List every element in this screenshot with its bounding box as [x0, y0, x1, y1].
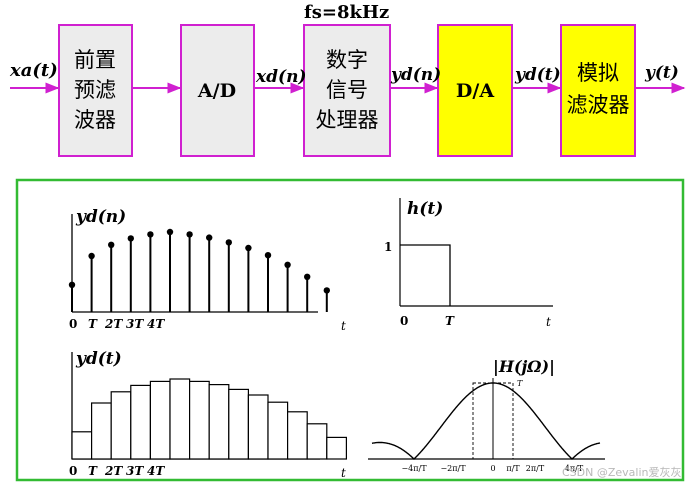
impulse-xlabel: t [546, 315, 551, 329]
block-prefilter-line-3: 波器 [74, 108, 116, 132]
block-dsp-line-1: 数字 [326, 48, 368, 72]
block-prefilter [58, 24, 133, 157]
stem-dot-11 [284, 261, 291, 268]
signal-dsp-out-label: yd(n) [390, 65, 441, 85]
stem-dot-10 [264, 252, 272, 259]
staircase-tick-1: T [88, 464, 98, 478]
block-dsp-line-3: 处理器 [316, 108, 379, 132]
stem-dot-5 [166, 228, 174, 236]
impulse-ytick: 1 [384, 240, 392, 254]
stair-bar-4 [149, 380, 171, 460]
block-analog-filter-line-2: 滤波器 [567, 93, 630, 117]
stair-bar-6 [189, 380, 210, 460]
frequency-plot: |H(jΩ)| T −4π/T −2π/T 0 π/T 2π/T 4π/T [368, 357, 605, 473]
stem-dot-2 [108, 241, 115, 248]
signal-input-label: xa(t) [9, 60, 58, 81]
signal-ad-out-label: xd(n) [255, 67, 306, 87]
frequency-tick-p4: 4π/T [565, 464, 584, 473]
block-ad-label: A/D [197, 80, 236, 102]
discrete-ylabel: yd(n) [75, 207, 126, 227]
stem-dot-0 [68, 281, 76, 288]
staircase-tick-0: 0 [69, 464, 77, 478]
discrete-stems [68, 228, 330, 312]
discrete-tick-1: T [88, 317, 98, 331]
impulse-tick-0: 0 [400, 314, 408, 328]
discrete-tick-2: 2T [104, 317, 123, 331]
block-dsp-line-2: 信号 [326, 78, 368, 102]
staircase-tick-4: 4T [147, 464, 165, 478]
block-dsp [303, 24, 391, 157]
block-da-label: D/A [456, 80, 494, 102]
impulse-ylabel: h(t) [407, 199, 443, 219]
frequency-tick-p2: 2π/T [526, 464, 545, 473]
discrete-xlabel: t [341, 319, 346, 333]
staircase-xlabel: t [341, 466, 346, 480]
stem-dot-9 [245, 244, 252, 252]
discrete-plot: yd(n) t 0 T 2T 3T 4T [68, 207, 346, 333]
stair-bar-9 [247, 394, 269, 460]
stair-bar-7 [208, 384, 230, 460]
signal-da-out-label: yd(t) [514, 65, 561, 85]
stair-bar-8 [228, 388, 250, 460]
frequency-sinc-curve [371, 382, 601, 460]
signal-output-label: y(t) [644, 63, 679, 83]
staircase-ylabel: yd(t) [75, 349, 122, 369]
discrete-tick-3: 3T [126, 317, 144, 331]
staircase-tick-3: 3T [126, 464, 144, 478]
frequency-tick-m2: −2π/T [440, 464, 466, 473]
block-da [437, 24, 513, 157]
frequency-tick-p1: π/T [506, 464, 520, 473]
staircase-plot: yd(t) t 0 T 2T 3T 4T [69, 349, 347, 480]
stem-dot-3 [127, 235, 134, 242]
stair-bar-5 [169, 378, 191, 460]
discrete-tick-0: 0 [69, 317, 77, 331]
block-prefilter-line-2: 预滤 [74, 78, 116, 102]
block-analog-filter-line-1: 模拟 [577, 61, 619, 85]
stem-dot-7 [206, 234, 213, 241]
stem-dot-8 [225, 239, 232, 246]
impulse-pulse [400, 244, 451, 306]
sampling-rate-label: fs=8kHz [304, 2, 389, 23]
impulse-plot: h(t) 1 0 T t [384, 198, 553, 329]
staircase-tick-2: 2T [104, 464, 123, 478]
stair-bar-10 [267, 401, 289, 460]
stem-dot-12 [304, 273, 311, 280]
pipeline: 前置 预滤 波器 A/D 数字 信号 处理器 D/A 模拟 滤波器 xa(t) … [9, 2, 686, 157]
frequency-ylabel: |H(jΩ)| [493, 357, 555, 376]
stem-dot-6 [186, 231, 193, 238]
block-ad [180, 24, 255, 157]
frequency-peak-label: T [517, 379, 523, 388]
stair-bar-2 [110, 391, 132, 460]
watermark: CSDN @Zevalin爱灰灰 [562, 465, 682, 479]
frequency-tick-0: 0 [490, 464, 495, 473]
stair-bar-11 [287, 411, 308, 460]
stair-bar-12 [306, 423, 328, 460]
staircase-bars [71, 378, 347, 460]
stem-dot-4 [147, 231, 154, 238]
stem-dot-1 [88, 252, 95, 260]
discrete-tick-4: 4T [147, 317, 165, 331]
stair-bar-3 [130, 384, 152, 460]
stair-bar-1 [90, 402, 112, 460]
frequency-tick-m4: −4π/T [401, 464, 427, 473]
stair-bar-0 [71, 431, 93, 460]
block-analog-filter [560, 24, 636, 157]
impulse-tick-T: T [445, 314, 455, 328]
stair-bar-13 [326, 436, 347, 460]
stem-dot-13 [323, 287, 330, 294]
block-prefilter-line-1: 前置 [74, 48, 116, 72]
